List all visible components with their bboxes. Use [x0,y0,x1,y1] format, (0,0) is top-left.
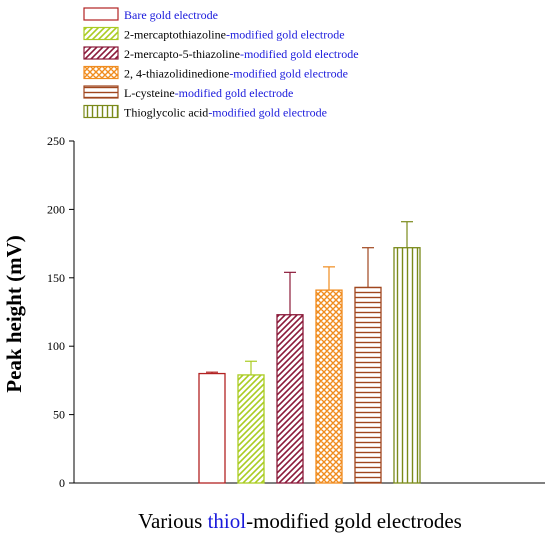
error-bar-5 [362,247,374,288]
legend-swatch-1 [83,7,119,21]
error-bar-4 [323,266,335,291]
legend-label-4-suffix: -modified gold electrode [229,67,348,81]
x-axis-label-part-2: -modified gold electrodes [246,509,462,533]
legend-label-6-name: Thioglycolic acid [124,106,208,120]
x-axis-label-part-1: Various [138,509,207,533]
legend-label-2-name: 2-mercaptothiazoline [124,28,226,42]
legend-label-4: 2, 4-thiazolidinedione-modified gold ele… [124,67,348,81]
legend: Bare gold electrode2-mercaptothiazoline-… [83,7,359,120]
bar-2 [237,374,265,484]
legend-swatch-5 [83,85,119,99]
y-tick-label-50: 50 [53,408,65,422]
legend-swatch-6 [83,104,119,119]
legend-label-3-name: 2-mercapto-5-thiazoline [124,47,240,61]
legend-swatch-2 [83,26,119,41]
plot-area: 0 50 100 150 200 250 [47,134,545,490]
legend-label-6: Thioglycolic acid-modified gold electrod… [124,106,327,120]
legend-label-1: Bare gold electrode [124,8,218,22]
y-axis-label: Peak height (mV) [2,235,26,392]
legend-label-2-suffix: -modified gold electrode [226,28,345,42]
legend-label-5-name: L-cysteine [124,86,175,100]
legend-swatch-3 [83,46,119,60]
x-axis-label: Various thiol-modified gold electrodes [138,509,462,533]
legend-label-5: L-cysteine-modified gold electrode [124,86,293,100]
y-tick-label-150: 150 [47,271,65,285]
bar-3 [276,314,304,484]
error-bar-6 [401,221,413,248]
y-tick-label-250: 250 [47,134,65,148]
y-tick-label-200: 200 [47,202,65,216]
legend-label-2: 2-mercaptothiazoline-modified gold elect… [124,28,345,42]
y-tick-label-100: 100 [47,339,65,353]
legend-label-5-suffix: -modified gold electrode [175,86,294,100]
error-bar-2 [245,360,257,375]
y-tick-label-0: 0 [59,476,65,490]
bar-5 [354,286,382,484]
legend-label-3: 2-mercapto-5-thiazoline-modified gold el… [124,47,359,61]
bar-6 [393,247,421,484]
legend-label-1-name: Bare gold electrode [124,8,218,22]
bar-4 [315,289,343,484]
legend-swatch-4 [83,65,119,80]
legend-label-6-suffix: -modified gold electrode [208,106,327,120]
error-bar-1 [206,371,218,374]
error-bar-3 [284,271,296,315]
legend-label-4-name: 2, 4-thiazolidinedione [124,67,229,81]
bar-1 [198,372,226,484]
x-axis-label-highlight: thiol [208,509,247,533]
legend-label-3-suffix: -modified gold electrode [240,47,359,61]
